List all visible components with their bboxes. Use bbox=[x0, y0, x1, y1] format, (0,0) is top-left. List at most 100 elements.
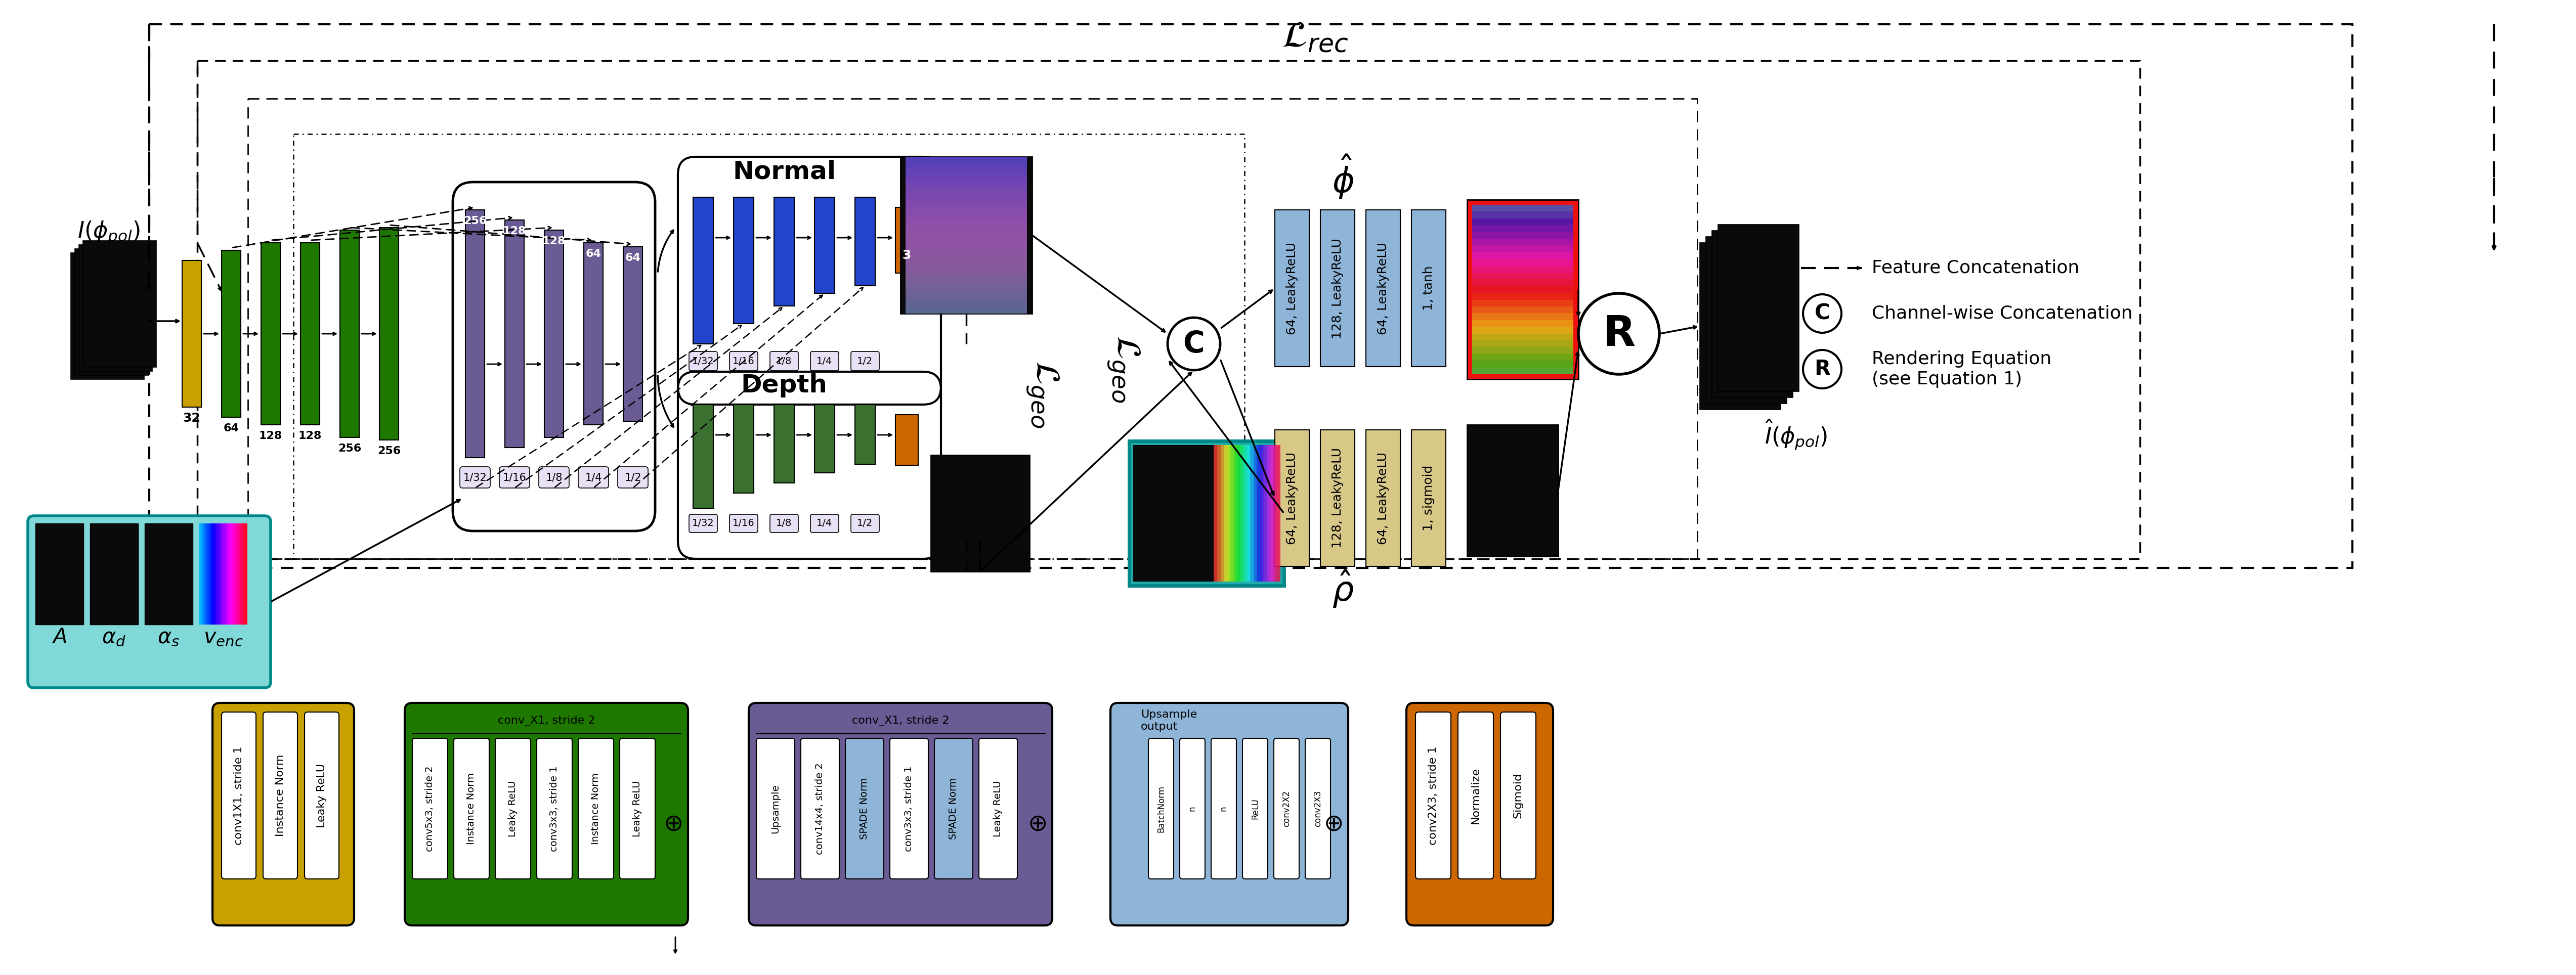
Bar bbox=[896, 208, 917, 273]
Bar bbox=[907, 235, 1028, 241]
Bar bbox=[82, 241, 157, 368]
Text: Upsample
output: Upsample output bbox=[1141, 710, 1198, 731]
FancyBboxPatch shape bbox=[538, 467, 569, 488]
Text: $\mathcal{L}_{geo}$: $\mathcal{L}_{geo}$ bbox=[1025, 361, 1059, 428]
Text: $\hat{I}(\phi_{pol})$: $\hat{I}(\phi_{pol})$ bbox=[1765, 418, 1826, 451]
Bar bbox=[1278, 445, 1280, 581]
FancyBboxPatch shape bbox=[618, 467, 649, 488]
Bar bbox=[1471, 286, 1574, 292]
FancyBboxPatch shape bbox=[757, 738, 796, 878]
Text: R: R bbox=[1814, 359, 1832, 380]
FancyBboxPatch shape bbox=[404, 703, 688, 925]
Bar bbox=[907, 193, 1028, 199]
Bar bbox=[247, 98, 1698, 559]
Bar bbox=[36, 524, 82, 625]
Text: 1, tanh: 1, tanh bbox=[1422, 266, 1435, 311]
Bar bbox=[1713, 231, 1793, 398]
Bar bbox=[1247, 445, 1252, 581]
Text: Sigmoid: Sigmoid bbox=[1512, 772, 1522, 818]
Text: 256: 256 bbox=[464, 215, 487, 226]
FancyBboxPatch shape bbox=[850, 514, 878, 532]
Bar bbox=[1262, 445, 1267, 581]
Text: C: C bbox=[1814, 303, 1829, 324]
Text: conv2X3: conv2X3 bbox=[1314, 791, 1321, 827]
Bar bbox=[907, 168, 1028, 173]
Text: $v_{enc}$: $v_{enc}$ bbox=[204, 627, 242, 647]
FancyBboxPatch shape bbox=[1499, 712, 1535, 878]
Text: Channel-wise Concatenation: Channel-wise Concatenation bbox=[1873, 305, 2133, 322]
Text: $\alpha_d$: $\alpha_d$ bbox=[100, 627, 126, 647]
Bar bbox=[1273, 445, 1278, 581]
Bar bbox=[907, 204, 1028, 209]
Text: 1/16: 1/16 bbox=[732, 519, 755, 528]
FancyBboxPatch shape bbox=[979, 738, 1018, 878]
Text: 64, LeakyReLU: 64, LeakyReLU bbox=[1378, 451, 1388, 544]
Text: 64: 64 bbox=[224, 423, 240, 434]
Bar bbox=[1471, 333, 1574, 340]
Bar bbox=[70, 253, 144, 379]
Bar bbox=[1321, 210, 1355, 367]
Bar bbox=[1471, 273, 1574, 280]
FancyBboxPatch shape bbox=[211, 703, 353, 925]
Bar bbox=[1471, 225, 1574, 232]
Bar bbox=[907, 162, 1028, 168]
Text: 256: 256 bbox=[337, 444, 361, 453]
Bar bbox=[183, 260, 201, 408]
Bar bbox=[90, 524, 139, 625]
FancyBboxPatch shape bbox=[770, 514, 799, 532]
Text: $\hat{\rho}$: $\hat{\rho}$ bbox=[1332, 568, 1355, 609]
Text: (see Equation 1): (see Equation 1) bbox=[1873, 370, 2022, 388]
Text: 1/4: 1/4 bbox=[817, 356, 832, 366]
Bar bbox=[1471, 212, 1574, 218]
Bar bbox=[1270, 445, 1273, 581]
FancyBboxPatch shape bbox=[1406, 703, 1553, 925]
Text: conv2X3, stride 1: conv2X3, stride 1 bbox=[1427, 746, 1437, 845]
Bar bbox=[1221, 445, 1224, 581]
Bar bbox=[896, 414, 917, 465]
Bar bbox=[544, 230, 564, 438]
Text: $\oplus$: $\oplus$ bbox=[665, 813, 683, 836]
Text: 32: 32 bbox=[183, 412, 201, 424]
Bar bbox=[1471, 253, 1574, 259]
Bar bbox=[907, 219, 1028, 224]
Bar bbox=[222, 251, 240, 417]
Bar bbox=[1471, 354, 1574, 361]
Text: $\mathcal{L}_{geo}$: $\mathcal{L}_{geo}$ bbox=[1105, 335, 1141, 403]
Bar bbox=[1213, 445, 1218, 581]
Text: 3: 3 bbox=[902, 250, 912, 261]
Text: 1/16: 1/16 bbox=[502, 472, 526, 483]
Text: conv_X1, stride 2: conv_X1, stride 2 bbox=[497, 716, 595, 726]
Bar bbox=[1468, 425, 1558, 557]
Text: n: n bbox=[1188, 806, 1198, 811]
Bar bbox=[75, 249, 149, 375]
FancyBboxPatch shape bbox=[453, 738, 489, 878]
FancyBboxPatch shape bbox=[1306, 738, 1329, 878]
Bar bbox=[734, 197, 755, 324]
Bar bbox=[1275, 210, 1309, 367]
Bar bbox=[930, 455, 1030, 571]
Text: $\mathcal{L}_{rec}$: $\mathcal{L}_{rec}$ bbox=[1283, 19, 1350, 54]
Bar bbox=[1471, 340, 1574, 347]
Bar bbox=[907, 246, 1028, 251]
Bar bbox=[693, 197, 714, 344]
Text: 1/8: 1/8 bbox=[546, 472, 562, 483]
Bar bbox=[907, 282, 1028, 288]
Bar bbox=[1239, 445, 1244, 581]
FancyBboxPatch shape bbox=[729, 351, 757, 370]
FancyBboxPatch shape bbox=[845, 738, 884, 878]
Bar bbox=[1275, 430, 1309, 566]
Text: 128, LeakyReLU: 128, LeakyReLU bbox=[1332, 238, 1345, 338]
FancyBboxPatch shape bbox=[1149, 738, 1175, 878]
FancyBboxPatch shape bbox=[412, 738, 448, 878]
Bar bbox=[907, 214, 1028, 219]
FancyBboxPatch shape bbox=[811, 351, 840, 370]
Bar bbox=[1412, 210, 1445, 367]
Text: Normalize: Normalize bbox=[1471, 767, 1481, 824]
Bar bbox=[855, 197, 876, 286]
Text: conv2X2: conv2X2 bbox=[1283, 791, 1291, 827]
Text: 1, sigmoid: 1, sigmoid bbox=[1422, 465, 1435, 531]
Text: Depth: Depth bbox=[742, 373, 827, 398]
Bar bbox=[693, 405, 714, 508]
FancyBboxPatch shape bbox=[621, 738, 654, 878]
Bar bbox=[260, 243, 281, 425]
